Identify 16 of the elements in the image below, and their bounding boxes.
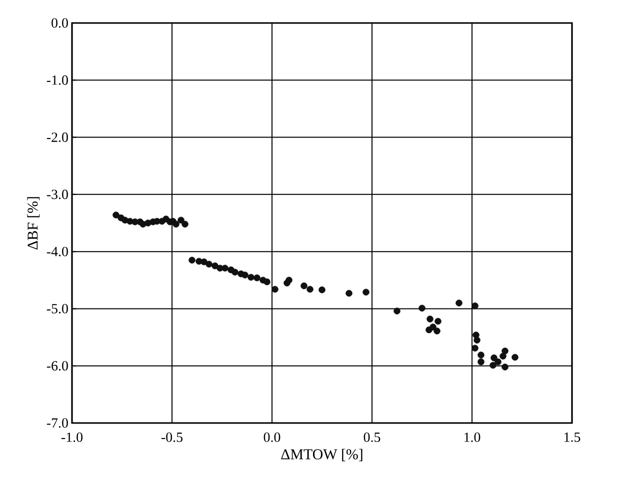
y-tick-label: -2.0 bbox=[46, 132, 68, 142]
y-tick-label: 0.0 bbox=[52, 18, 68, 28]
x-tick-label: 0.0 bbox=[264, 432, 280, 442]
y-tick-label: -7.0 bbox=[46, 418, 68, 428]
x-tick-label: 0.5 bbox=[364, 432, 380, 442]
y-tick-label: -5.0 bbox=[46, 304, 68, 314]
y-tick-label: -4.0 bbox=[46, 246, 68, 256]
x-axis-title: ΔMTOW [%] bbox=[281, 448, 362, 462]
y-tick-label: -1.0 bbox=[46, 75, 68, 85]
x-tick-label: -1.0 bbox=[61, 432, 82, 442]
x-tick-label: -0.5 bbox=[161, 432, 183, 442]
y-tick-label: -6.0 bbox=[46, 361, 68, 371]
x-tick-label: 1.5 bbox=[564, 432, 580, 442]
y-tick-label: -3.0 bbox=[46, 190, 68, 200]
x-tick-label: 1.0 bbox=[464, 432, 480, 442]
y-axis-title: ΔBF [%] bbox=[27, 197, 40, 250]
